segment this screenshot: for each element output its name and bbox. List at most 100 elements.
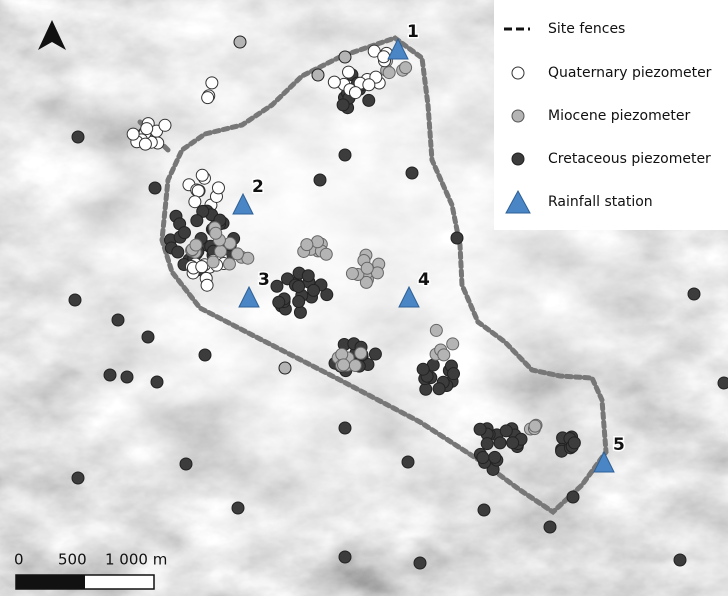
legend-label: Rainfall station [548, 194, 653, 210]
piezometer [230, 247, 244, 261]
piezometer [209, 226, 223, 240]
piezometer [528, 419, 542, 433]
piezometer [437, 348, 451, 362]
piezometer [687, 287, 701, 301]
piezometer [382, 66, 396, 80]
rainfall-station [593, 450, 615, 473]
station-label: 3 [258, 270, 270, 290]
station-label: 1 [407, 22, 419, 42]
piezometers [68, 35, 728, 570]
piezometer [200, 278, 214, 292]
rainfall-station [398, 285, 420, 308]
piezometer [480, 437, 494, 451]
piezometer [206, 255, 220, 269]
piezometer [141, 330, 155, 344]
piezometer [292, 295, 306, 309]
legend-station [505, 189, 531, 214]
scale-label: 0 [14, 551, 24, 569]
legend-label: Quaternary piezometer [548, 65, 712, 81]
piezometer [493, 436, 507, 450]
piezometer [190, 214, 204, 228]
piezometer [150, 375, 164, 389]
legend-label: Cretaceous piezometer [548, 151, 711, 167]
piezometer [195, 168, 209, 182]
station-label: 2 [252, 177, 264, 197]
station-label: 5 [613, 435, 625, 455]
piezometer [488, 450, 502, 464]
piezometer [71, 471, 85, 485]
piezometer [171, 245, 185, 259]
piezometer [191, 184, 205, 198]
piezometer [338, 50, 352, 64]
piezometer [71, 130, 85, 144]
legend: Site fences Quaternary piezometer Miocen… [494, 0, 728, 230]
piezometer [360, 261, 374, 275]
scale-label: 500 [58, 551, 87, 569]
legend-miocene [511, 109, 525, 123]
piezometer [429, 323, 443, 337]
piezometer [301, 269, 315, 283]
piezometer [477, 503, 491, 517]
north-arrow [38, 20, 66, 50]
piezometer [499, 424, 513, 438]
scale-label: 1 000 m [105, 551, 167, 569]
rainfall-station [387, 37, 409, 60]
piezometer [377, 50, 391, 64]
piezometer [566, 490, 580, 504]
piezometer [338, 421, 352, 435]
piezometer [348, 359, 362, 373]
piezometer [416, 362, 430, 376]
piezometer [179, 457, 193, 471]
piezometer [120, 370, 134, 384]
piezometer [476, 451, 490, 465]
scale-bar: 0 500 1 000 m [14, 551, 167, 590]
piezometer [148, 181, 162, 195]
piezometer [362, 93, 376, 107]
piezometer [111, 313, 125, 327]
piezometer [446, 337, 460, 351]
piezometer [348, 86, 362, 100]
piezometer [307, 283, 321, 297]
piezometer [270, 279, 284, 293]
piezometer [211, 181, 225, 195]
piezometer [195, 260, 209, 274]
piezometer [158, 118, 172, 132]
legend-label: Site fences [548, 21, 625, 37]
piezometer [345, 267, 359, 281]
piezometer [292, 279, 306, 293]
piezometer [342, 65, 356, 79]
piezometer [272, 295, 286, 309]
piezometer [196, 204, 210, 218]
piezometer [140, 122, 154, 136]
piezometer [335, 347, 349, 361]
piezometer [201, 91, 215, 105]
piezometer [432, 382, 446, 396]
piezometer [188, 195, 202, 209]
piezometer [278, 361, 292, 375]
piezometer [320, 288, 334, 302]
scale-bar-segment [16, 575, 85, 589]
piezometer [401, 455, 415, 469]
piezometer [338, 550, 352, 564]
piezometer [362, 78, 376, 92]
piezometer [717, 376, 728, 390]
piezometer [126, 127, 140, 141]
piezometer [198, 348, 212, 362]
piezometer [103, 368, 117, 382]
legend-quaternary [511, 66, 525, 80]
piezometer [311, 68, 325, 82]
piezometer [293, 305, 307, 319]
rainfall-station [238, 285, 260, 308]
piezometer [447, 367, 461, 381]
piezometer [319, 247, 333, 261]
piezometer [359, 275, 373, 289]
rainfall-station [232, 192, 254, 215]
piezometer [354, 346, 368, 360]
piezometer [327, 75, 341, 89]
piezometer [313, 173, 327, 187]
legend-box [494, 0, 728, 230]
piezometer [367, 44, 381, 58]
legend-label: Miocene piezometer [548, 108, 690, 124]
piezometer [300, 238, 314, 252]
piezometer [233, 35, 247, 49]
